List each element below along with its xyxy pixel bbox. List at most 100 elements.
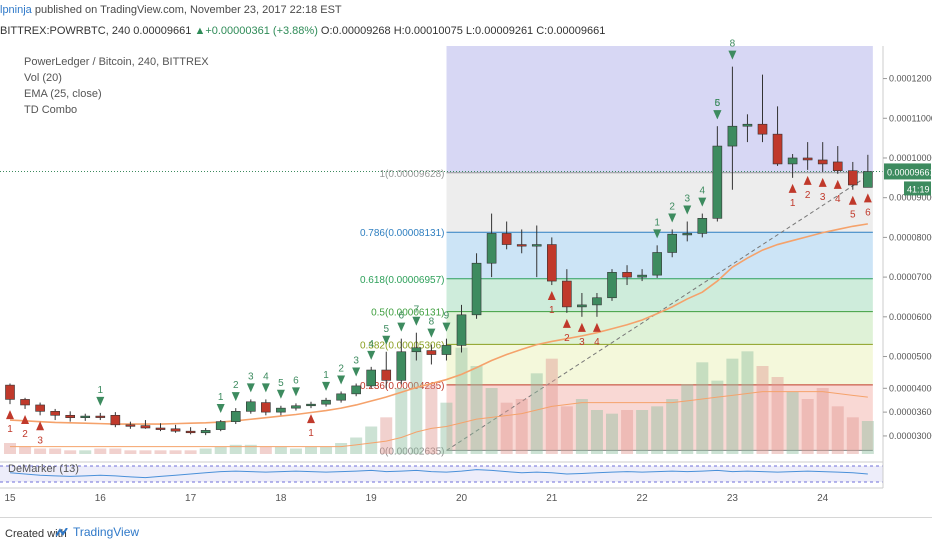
- candle-body: [336, 393, 346, 401]
- volume-bar: [786, 391, 799, 454]
- time-tick-label: 23: [727, 493, 739, 504]
- candle: [486, 213, 497, 278]
- volume-bar: [64, 450, 77, 454]
- volume-bar: [681, 384, 694, 454]
- candle-body: [50, 411, 60, 416]
- price-tick-label: 0.00004000: [889, 383, 932, 393]
- candle-body: [847, 170, 858, 186]
- volume-bar: [214, 446, 227, 454]
- candle-body: [531, 244, 542, 247]
- tradingview-brand[interactable]: TradingView: [56, 525, 139, 539]
- candle-body: [607, 272, 617, 299]
- td-sell-setup-marker: [291, 387, 300, 397]
- candle-body: [742, 123, 753, 127]
- legend-symbol[interactable]: PowerLedger / Bitcoin, 240, BITTREX: [24, 56, 209, 68]
- demarker-band: [0, 466, 883, 482]
- td-sell-setup-marker: [382, 335, 391, 345]
- fib-zone: [446, 384, 873, 451]
- td-sell-setup-marker: [653, 229, 662, 239]
- legend-volume[interactable]: Vol (20): [24, 72, 62, 84]
- chart-legend: PowerLedger / Bitcoin, 240, BITTREX Vol …: [24, 54, 209, 118]
- candle-body: [95, 415, 106, 418]
- td-sell-setup-marker: [427, 328, 436, 338]
- volume-bar: [380, 417, 393, 454]
- candle: [456, 304, 467, 353]
- td-count-label: 3: [820, 192, 826, 203]
- symbol-info: BITTREX:POWRBTC, 240 0.00009661 ▲+0.0000…: [0, 25, 605, 39]
- candle: [215, 420, 226, 432]
- candle: [622, 265, 632, 286]
- candle-body: [396, 351, 407, 381]
- candle-body: [230, 411, 241, 422]
- demarker-label[interactable]: DeMarker (13): [8, 463, 79, 475]
- volume-bar: [410, 351, 423, 454]
- ema-line: [9, 223, 868, 425]
- candle-body: [471, 262, 482, 316]
- candle-body: [546, 244, 557, 282]
- td-count-label: 1: [308, 428, 314, 439]
- fib-level-label: 0.786(0.00008131): [360, 228, 445, 239]
- volume-bar: [124, 450, 137, 454]
- candle: [95, 412, 106, 421]
- td-sell-setup-marker: [322, 381, 331, 391]
- volume-bar: [34, 448, 47, 454]
- td-sell-setup-marker: [276, 389, 285, 399]
- candle: [35, 402, 45, 416]
- candle-body: [667, 233, 678, 253]
- candle: [592, 292, 602, 317]
- volume-bar: [771, 377, 784, 454]
- tradingview-brand-label: TradingView: [73, 525, 140, 539]
- candle-body: [366, 369, 377, 387]
- candle-body: [757, 123, 768, 135]
- td-count-label: 5: [278, 378, 284, 389]
- candle: [637, 269, 647, 282]
- candle: [863, 154, 873, 188]
- volume-bar: [846, 417, 859, 454]
- td-buy-setup-marker: [848, 195, 857, 205]
- candle-body: [486, 233, 497, 264]
- candle: [802, 142, 813, 170]
- price-tick-label: 0.00005000: [889, 352, 932, 362]
- candle-body: [276, 407, 286, 413]
- td-count-label: 4: [594, 337, 600, 348]
- volume-bar: [485, 388, 498, 454]
- volume-bar: [289, 448, 302, 454]
- volume-bar: [816, 388, 829, 454]
- td-buy-setup-marker: [863, 193, 872, 203]
- volume-bar: [229, 444, 242, 454]
- candle-body: [652, 252, 662, 276]
- candle-body: [185, 430, 196, 434]
- td-buy-setup-marker: [803, 175, 812, 185]
- candle-body: [712, 145, 723, 219]
- volume-bar: [274, 446, 287, 454]
- author-link[interactable]: lpninja: [0, 4, 32, 16]
- candle: [682, 221, 693, 242]
- td-count-label: 1: [7, 424, 13, 435]
- demarker-line: [9, 469, 868, 479]
- fib-zone: [446, 311, 873, 345]
- legend-ema[interactable]: EMA (25, close): [24, 88, 102, 100]
- candle: [50, 408, 60, 421]
- fib-level-label: 0.236(0.00004285): [360, 381, 445, 392]
- symbol-text: BITTREX:POWRBTC, 240 0.00009661: [0, 25, 192, 37]
- price-tick-label: 0.00009000: [889, 193, 932, 203]
- fib-zone: [446, 278, 873, 312]
- candle-body: [682, 233, 693, 236]
- candle: [125, 421, 136, 429]
- volume-bar: [696, 362, 709, 454]
- volume-bar: [425, 384, 438, 454]
- volume-bar: [199, 448, 212, 454]
- volume-bar: [590, 410, 603, 454]
- volume-bar: [500, 402, 513, 454]
- candle-body: [456, 314, 467, 346]
- td-count-label: 1: [98, 385, 104, 396]
- volume-bar: [244, 444, 257, 454]
- candle: [712, 126, 723, 222]
- legend-td-combo[interactable]: TD Combo: [24, 104, 78, 116]
- fib-level-label: 0(0.00002635): [379, 446, 444, 457]
- candle-body: [65, 414, 75, 418]
- td-count-label: 6: [293, 375, 299, 386]
- candle-body: [516, 244, 527, 247]
- td-sell-setup-marker: [412, 316, 421, 326]
